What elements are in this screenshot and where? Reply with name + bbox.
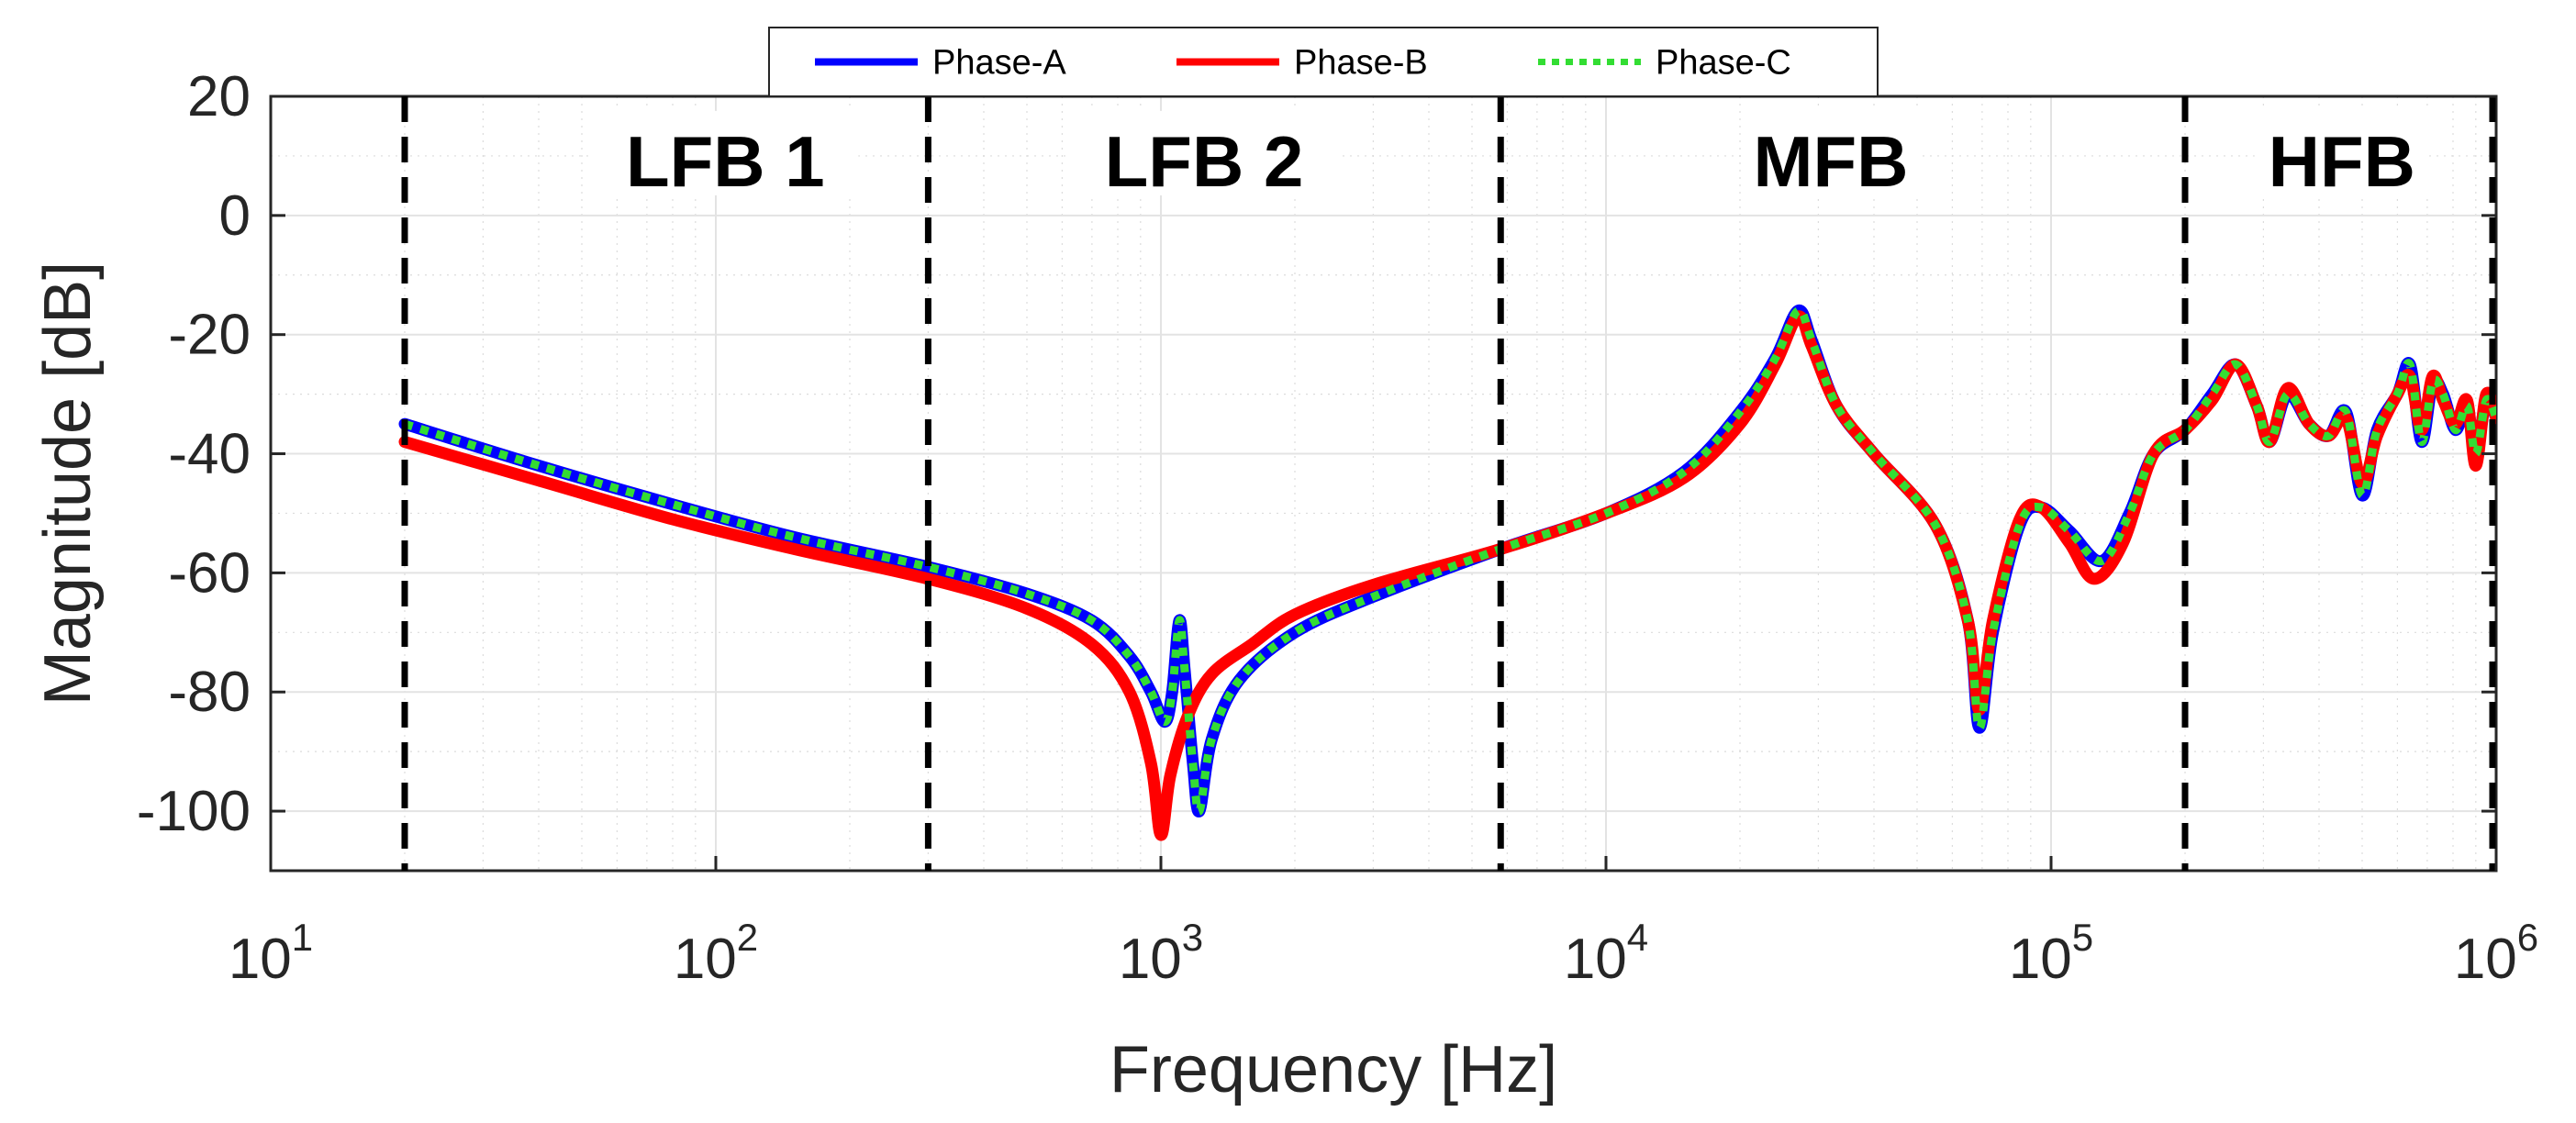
band-labels: LFB 1 LFB 2 MFB HFB — [592, 110, 2429, 202]
band-boundary-lines — [401, 96, 2496, 871]
band-label-background — [592, 110, 859, 195]
band-label-background — [1071, 110, 1338, 195]
legend-label: Phase-A — [932, 44, 1066, 83]
band-label-background — [2254, 110, 2429, 195]
x-tick-label: 105 — [2009, 916, 2093, 991]
band-label-background — [1743, 110, 1918, 195]
series-layer — [398, 304, 2496, 841]
y-axis-ticks: 20 0 -20 -40 -60 -80 -100 — [137, 65, 2496, 843]
y-axis-label: Magnitude [dB] — [31, 261, 105, 706]
y-tick-label: 0 — [219, 184, 251, 248]
band-label: LFB 2 — [1105, 121, 1304, 202]
y-tick-label: -20 — [168, 304, 251, 367]
y-tick-label: -100 — [137, 780, 251, 843]
legend: Phase-A Phase-B Phase-C — [768, 27, 1879, 97]
legend-label: Phase-C — [1656, 44, 1791, 83]
legend-box — [768, 27, 1879, 97]
series-line-phase-c — [403, 306, 2496, 816]
x-tick-label: 104 — [1564, 916, 1648, 991]
x-tick-label: 106 — [2454, 916, 2538, 991]
plot-area-background — [271, 96, 2496, 871]
legend-label: Phase-B — [1294, 44, 1428, 83]
x-tick-label: 102 — [674, 916, 758, 991]
y-tick-label: 20 — [187, 65, 251, 128]
band-label: HFB — [2269, 121, 2415, 202]
x-tick-label: 103 — [1119, 916, 1203, 991]
band-label: LFB 1 — [626, 121, 825, 202]
y-tick-label: -80 — [168, 661, 251, 724]
x-axis-label: Frequency [Hz] — [1110, 1033, 1557, 1106]
x-axis-ticks: 101 102 103 104 105 106 — [229, 856, 2538, 991]
x-tick-label: 101 — [229, 916, 313, 991]
y-tick-label: -40 — [168, 423, 251, 486]
band-label: MFB — [1754, 121, 1909, 202]
y-tick-label: -60 — [168, 541, 251, 605]
